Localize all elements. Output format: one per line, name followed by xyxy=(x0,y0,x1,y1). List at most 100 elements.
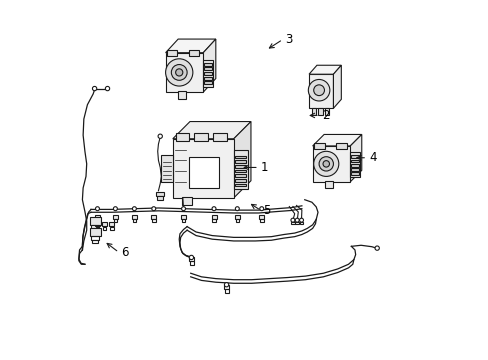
Bar xyxy=(235,174,245,177)
Bar xyxy=(224,289,228,293)
Bar xyxy=(167,50,177,56)
Bar xyxy=(132,215,137,219)
Text: 4: 4 xyxy=(368,151,376,164)
Bar xyxy=(235,179,245,182)
Bar xyxy=(102,226,106,230)
Bar xyxy=(204,72,211,75)
Polygon shape xyxy=(333,65,341,108)
Bar xyxy=(318,108,322,115)
Bar xyxy=(157,196,163,201)
Circle shape xyxy=(171,64,187,80)
Bar xyxy=(314,143,325,149)
Bar xyxy=(351,164,358,167)
Bar xyxy=(181,215,185,219)
Bar xyxy=(182,219,185,222)
Bar xyxy=(161,155,172,182)
Bar xyxy=(235,184,245,186)
Bar xyxy=(92,228,98,232)
Bar xyxy=(132,219,136,222)
Bar xyxy=(235,165,245,168)
Bar xyxy=(211,215,216,219)
Bar xyxy=(212,133,226,140)
Circle shape xyxy=(319,157,333,171)
Polygon shape xyxy=(349,134,361,182)
Bar xyxy=(235,160,245,163)
Bar xyxy=(91,225,99,228)
Bar xyxy=(188,50,199,56)
Bar xyxy=(92,240,98,243)
Bar xyxy=(182,197,191,205)
Bar xyxy=(235,156,245,158)
Circle shape xyxy=(313,151,338,176)
Bar xyxy=(178,91,185,99)
Bar xyxy=(204,67,211,70)
Bar xyxy=(194,133,207,140)
Circle shape xyxy=(290,218,294,222)
Bar xyxy=(152,219,155,222)
Bar xyxy=(175,133,189,140)
Bar xyxy=(335,143,346,149)
Circle shape xyxy=(189,255,193,260)
Text: 5: 5 xyxy=(263,204,270,217)
Bar xyxy=(203,60,213,87)
Bar xyxy=(102,222,107,226)
Circle shape xyxy=(158,134,162,138)
Bar xyxy=(90,217,101,225)
Bar xyxy=(325,181,332,188)
Circle shape xyxy=(95,207,99,211)
Text: 1: 1 xyxy=(261,161,268,174)
Bar xyxy=(190,261,193,265)
Circle shape xyxy=(259,207,263,211)
Bar xyxy=(212,219,215,222)
Bar xyxy=(351,155,358,158)
Bar xyxy=(295,222,298,225)
Bar xyxy=(311,108,316,115)
Bar xyxy=(204,63,211,66)
Polygon shape xyxy=(308,65,341,74)
Text: 2: 2 xyxy=(321,109,329,122)
Bar xyxy=(188,157,219,188)
Bar xyxy=(299,222,303,225)
Bar xyxy=(349,152,360,177)
Bar xyxy=(351,172,358,175)
Circle shape xyxy=(235,207,239,211)
Bar xyxy=(165,53,203,92)
Bar xyxy=(91,236,99,240)
Bar xyxy=(204,77,211,80)
Bar xyxy=(113,215,118,219)
Circle shape xyxy=(105,86,109,91)
Circle shape xyxy=(151,207,155,211)
Circle shape xyxy=(308,80,329,101)
Text: 3: 3 xyxy=(285,33,292,46)
Bar xyxy=(110,226,113,230)
Polygon shape xyxy=(172,122,250,139)
Circle shape xyxy=(295,218,299,222)
Bar xyxy=(235,170,245,172)
Polygon shape xyxy=(165,39,215,53)
Circle shape xyxy=(113,207,117,211)
Polygon shape xyxy=(203,39,215,92)
Circle shape xyxy=(212,207,216,211)
Bar xyxy=(95,222,100,226)
Bar xyxy=(95,215,100,219)
Bar xyxy=(312,146,349,182)
Bar xyxy=(351,159,358,162)
Bar xyxy=(96,226,99,230)
Circle shape xyxy=(165,59,192,86)
Circle shape xyxy=(181,207,185,211)
Text: 6: 6 xyxy=(121,246,128,259)
Bar xyxy=(290,222,294,225)
Circle shape xyxy=(313,85,324,96)
Bar xyxy=(308,74,333,108)
Bar xyxy=(172,139,233,198)
Bar xyxy=(151,215,156,219)
Circle shape xyxy=(323,161,329,167)
Bar xyxy=(351,168,358,171)
Bar xyxy=(233,149,247,189)
Bar xyxy=(259,215,264,219)
Circle shape xyxy=(224,283,228,287)
Bar xyxy=(224,285,228,289)
Bar xyxy=(235,219,239,222)
Polygon shape xyxy=(312,134,361,146)
Circle shape xyxy=(299,218,303,222)
